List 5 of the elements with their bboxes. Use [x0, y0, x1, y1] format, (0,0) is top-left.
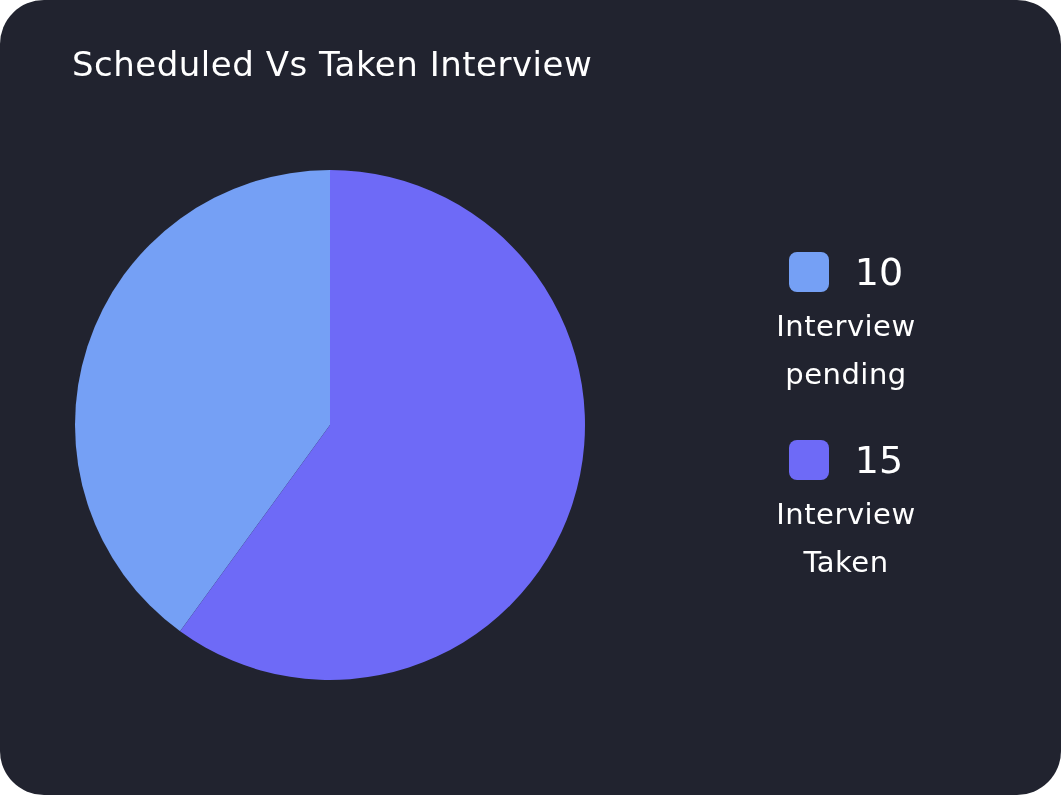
chart-title: Scheduled Vs Taken Interview [72, 44, 593, 84]
legend-label: Interview pending [775, 308, 917, 393]
data-label: 10 [854, 250, 904, 294]
data-label: 15 [854, 438, 904, 482]
legend-label: Interview Taken [775, 496, 917, 581]
